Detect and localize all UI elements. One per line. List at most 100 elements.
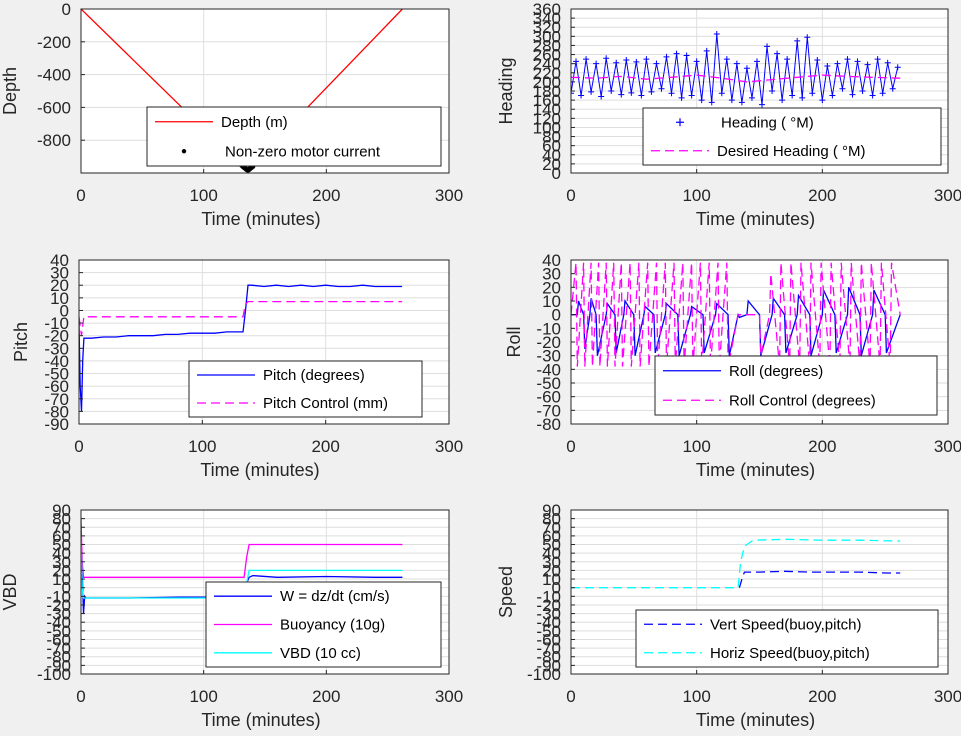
x-axis-label: Time (minutes) xyxy=(200,460,319,480)
series-line xyxy=(571,34,899,105)
data-point xyxy=(618,91,625,98)
y-tick-label: -800 xyxy=(37,131,71,150)
y-tick-label: 100 xyxy=(533,118,561,137)
series-group xyxy=(571,538,901,589)
y-tick-label: 120 xyxy=(533,109,561,128)
legend-label: Horiz Speed(buoy,pitch) xyxy=(710,645,870,662)
series-line xyxy=(79,284,403,412)
legend-label: Heading ( °M) xyxy=(721,114,814,131)
y-tick-label: 20 xyxy=(52,561,71,580)
y-tick-label: 50 xyxy=(542,536,561,555)
axes-box xyxy=(78,259,450,425)
legend-item: VBD (10 cc) xyxy=(214,645,361,662)
legend: W = dz/dt (cm/s) Buoyancy (10g) VBD (10 cc… xyxy=(205,581,442,668)
y-tick-label: -20 xyxy=(44,327,69,346)
x-tick-label: 300 xyxy=(934,437,961,456)
legend-swatch xyxy=(676,118,684,127)
data-point xyxy=(779,97,786,104)
data-point xyxy=(894,64,901,71)
y-axis-label: VBD xyxy=(0,573,20,610)
y-tick-label: 90 xyxy=(52,501,71,520)
legend-label: Non-zero motor current xyxy=(225,143,381,160)
data-point xyxy=(784,56,791,63)
x-axis-label: Time (minutes) xyxy=(696,209,815,229)
legend-label: Depth (m) xyxy=(221,114,288,131)
legend-label: Pitch Control (mm) xyxy=(263,395,388,412)
y-tick-label: 60 xyxy=(542,137,561,156)
y-tick-label: -50 xyxy=(536,622,561,641)
x-tick-label: 0 xyxy=(76,186,85,205)
x-tick-label: 0 xyxy=(76,687,85,706)
y-tick-label: -10 xyxy=(536,319,561,338)
x-tick-label: 300 xyxy=(435,687,463,706)
data-point xyxy=(708,99,715,106)
y-tick-label: 70 xyxy=(542,518,561,537)
y-tick-label: 90 xyxy=(542,501,561,520)
data-point xyxy=(633,58,640,65)
y-tick-label: 50 xyxy=(52,536,71,555)
data-point xyxy=(623,57,630,64)
y-tick-label: -50 xyxy=(46,622,71,641)
legend-box xyxy=(654,355,938,416)
y-tick-label: -80 xyxy=(536,648,561,667)
y-tick-label: -90 xyxy=(44,415,69,434)
data-point xyxy=(593,60,600,67)
y-tick-label: -30 xyxy=(44,339,69,358)
y-tick-label: 20 xyxy=(50,276,69,295)
y-tick-label: -70 xyxy=(536,639,561,658)
data-point xyxy=(839,85,846,92)
data-point xyxy=(864,61,871,68)
y-tick-label: -60 xyxy=(46,630,71,649)
data-point xyxy=(578,92,585,99)
y-tick-label: -50 xyxy=(44,365,69,384)
x-tick-label: 100 xyxy=(189,186,217,205)
data-point xyxy=(769,88,776,94)
series-line xyxy=(571,74,901,83)
y-tick-label: -30 xyxy=(536,347,561,366)
data-point xyxy=(643,56,650,63)
y-tick-label: 0 xyxy=(60,301,69,320)
y-tick-label: -600 xyxy=(37,98,71,117)
y-tick-label: -100 xyxy=(37,665,71,684)
legend-item: Horiz Speed(buoy,pitch) xyxy=(644,645,870,662)
legend-label: Buoyancy (10g) xyxy=(280,617,385,634)
data-point xyxy=(824,62,831,69)
data-point xyxy=(764,43,771,50)
data-point xyxy=(859,88,866,94)
data-point xyxy=(814,57,821,64)
legend-label: Desired Heading ( °M) xyxy=(717,143,866,160)
y-tick-label: -40 xyxy=(536,360,561,379)
data-point xyxy=(588,88,595,95)
series-group xyxy=(79,284,403,412)
x-tick-label: 100 xyxy=(189,687,217,706)
x-tick-label: 0 xyxy=(74,437,83,456)
y-tick-label: 40 xyxy=(52,544,71,563)
y-tick-label: 0 xyxy=(62,0,71,19)
legend: Depth (m) Non-zero motor current xyxy=(146,106,442,167)
legend-box xyxy=(635,609,939,668)
y-tick-label: 40 xyxy=(542,251,561,270)
legend-box xyxy=(146,106,442,167)
y-tick-label: -80 xyxy=(536,415,561,434)
legend-label: Pitch (degrees) xyxy=(263,367,365,384)
y-tick-label: -30 xyxy=(536,605,561,624)
y-tick-label: 20 xyxy=(542,155,561,174)
legend-label: VBD (10 cc) xyxy=(280,645,361,662)
axes-box xyxy=(80,8,450,174)
y-tick-label: 10 xyxy=(50,289,69,308)
legend-label: Roll Control (degrees) xyxy=(729,392,876,409)
y-tick-label: 0 xyxy=(552,164,561,183)
data-point xyxy=(874,56,881,63)
axes-box xyxy=(570,509,949,675)
y-tick-label: 300 xyxy=(533,27,561,46)
y-tick-label: 80 xyxy=(542,128,561,147)
y-tick-label: 0 xyxy=(62,579,71,598)
data-point xyxy=(854,58,861,65)
legend: Pitch (degrees) Pitch Control (mm) xyxy=(188,360,423,418)
y-tick-label: -60 xyxy=(536,630,561,649)
chart-depth: 0 100 200 300 0 -200 -400 -600 -800 Time (minutes… xyxy=(0,0,463,229)
x-tick-label: 200 xyxy=(312,687,340,706)
data-point xyxy=(598,93,605,100)
data-point xyxy=(844,56,851,63)
